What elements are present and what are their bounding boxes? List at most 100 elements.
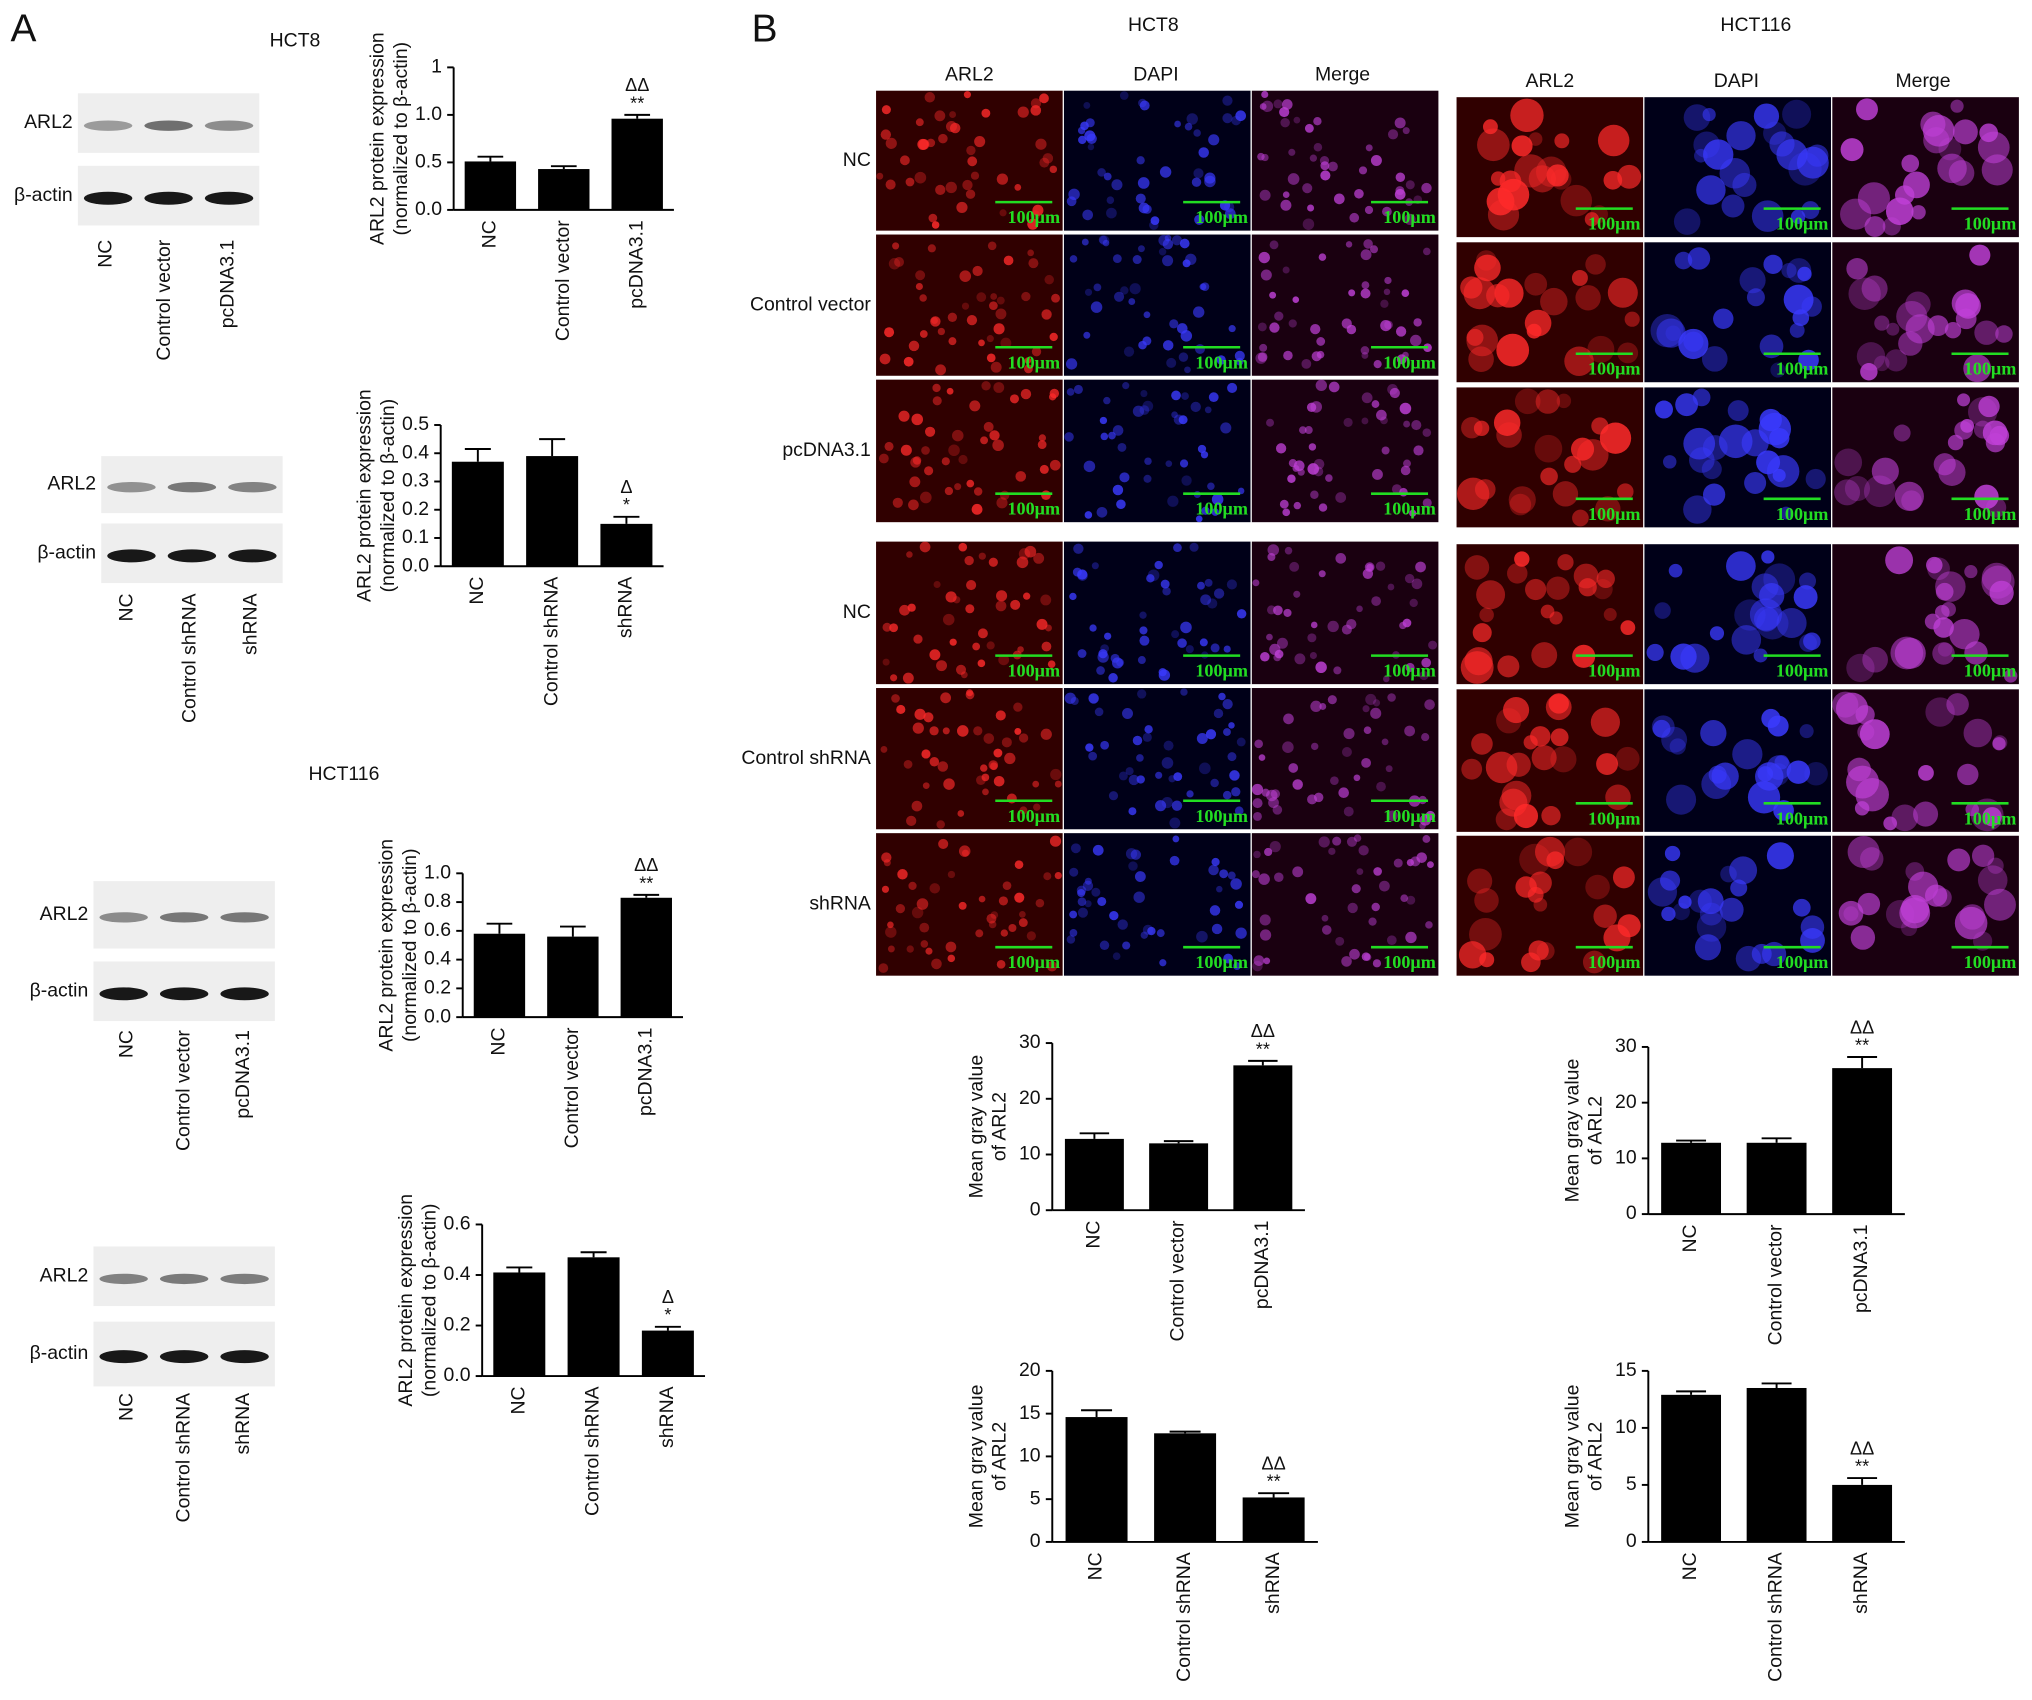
cell (1410, 334, 1422, 347)
cell (1185, 645, 1194, 654)
y-axis-label: ARL2 protein expression (395, 1194, 417, 1407)
cell (1661, 726, 1688, 753)
micrograph (1832, 544, 2019, 685)
cell (1379, 880, 1390, 892)
cell (1694, 148, 1708, 163)
x-tick-label: NC (1085, 1552, 1107, 1580)
bar (620, 897, 672, 1018)
cell (956, 201, 968, 214)
cell (965, 189, 976, 199)
cell (1143, 311, 1151, 319)
cell (1404, 573, 1415, 584)
cell (1937, 153, 1967, 184)
cell (1092, 844, 1104, 856)
blot-band (107, 482, 156, 493)
cell (1651, 715, 1675, 739)
x-tick-label: Control shRNA (1173, 1552, 1195, 1682)
cell (1587, 335, 1615, 363)
cell (1083, 331, 1091, 339)
cell (973, 487, 983, 496)
cell (1396, 354, 1407, 365)
cell (1304, 426, 1313, 435)
cell (1190, 401, 1201, 413)
blot-band (99, 1350, 148, 1364)
cell (1162, 340, 1174, 351)
bar (538, 169, 590, 210)
cell (971, 503, 983, 515)
cell (947, 954, 956, 963)
cell (978, 339, 985, 347)
significance-label: ΔΔ (1850, 1438, 1874, 1458)
lane-label: NC (115, 1030, 137, 1058)
cell (1346, 618, 1357, 630)
cell (1370, 707, 1382, 719)
cell (1838, 900, 1864, 926)
cell (1982, 807, 2002, 827)
cell (1128, 298, 1136, 305)
cell (1138, 202, 1150, 214)
channel-label: Merge (1315, 63, 1370, 85)
cell (1019, 806, 1028, 815)
cell (1776, 139, 1808, 171)
cell (1592, 579, 1613, 600)
cell (882, 622, 892, 632)
cell (1620, 620, 1636, 635)
cell (960, 671, 968, 679)
blot-strip (93, 1246, 275, 1307)
cell (1226, 579, 1237, 590)
cell (1534, 434, 1563, 463)
cell (1084, 511, 1093, 519)
cell (958, 845, 971, 857)
cell (921, 749, 931, 759)
cell (1099, 416, 1108, 425)
cell (1901, 154, 1920, 173)
significance-label: Δ (620, 477, 632, 497)
cell (1050, 768, 1062, 781)
cell (1013, 702, 1023, 712)
y-axis-label: Mean gray value (965, 1385, 987, 1529)
y-axis-label: (normalized to β-actin) (399, 848, 421, 1042)
cell (1041, 309, 1052, 320)
cell (1495, 808, 1518, 831)
cell (1957, 763, 1979, 786)
cell (925, 947, 933, 955)
cell (1259, 343, 1268, 352)
bar (600, 523, 653, 567)
y-axis-label: ARL2 protein expression (367, 32, 389, 245)
cell (1216, 885, 1223, 893)
cell (1294, 653, 1306, 665)
cell (1683, 495, 1712, 524)
blot-band (167, 549, 217, 563)
cell (1844, 475, 1871, 502)
cell (1209, 905, 1221, 916)
cell (1158, 668, 1167, 677)
cell (1081, 238, 1089, 246)
cell (1309, 154, 1317, 162)
cell (923, 712, 934, 723)
bar (451, 461, 504, 567)
cell (1017, 106, 1029, 118)
cell (1894, 481, 1924, 511)
blot-row-label: β-actin (30, 979, 89, 1001)
cell (1269, 841, 1281, 853)
cell (1084, 900, 1092, 908)
cell (1236, 737, 1246, 747)
cell (1066, 388, 1075, 396)
cell (1692, 388, 1711, 407)
cell (1948, 160, 1975, 186)
cell (1136, 156, 1145, 165)
cell (1042, 153, 1054, 164)
cell (1666, 784, 1697, 815)
scale-bar-label: 100μm (1964, 661, 2017, 681)
scale-bar-label: 100μm (1195, 207, 1248, 227)
scale-bar-label: 100μm (1383, 806, 1436, 826)
scale-bar-label: 100μm (1776, 661, 1829, 681)
cell (1299, 426, 1307, 434)
cell (1727, 400, 1749, 422)
cell (1421, 733, 1430, 742)
cell (1234, 806, 1244, 816)
cell (1044, 624, 1052, 632)
cell (1083, 460, 1096, 473)
cell (1783, 284, 1814, 315)
cell (1896, 300, 1928, 333)
